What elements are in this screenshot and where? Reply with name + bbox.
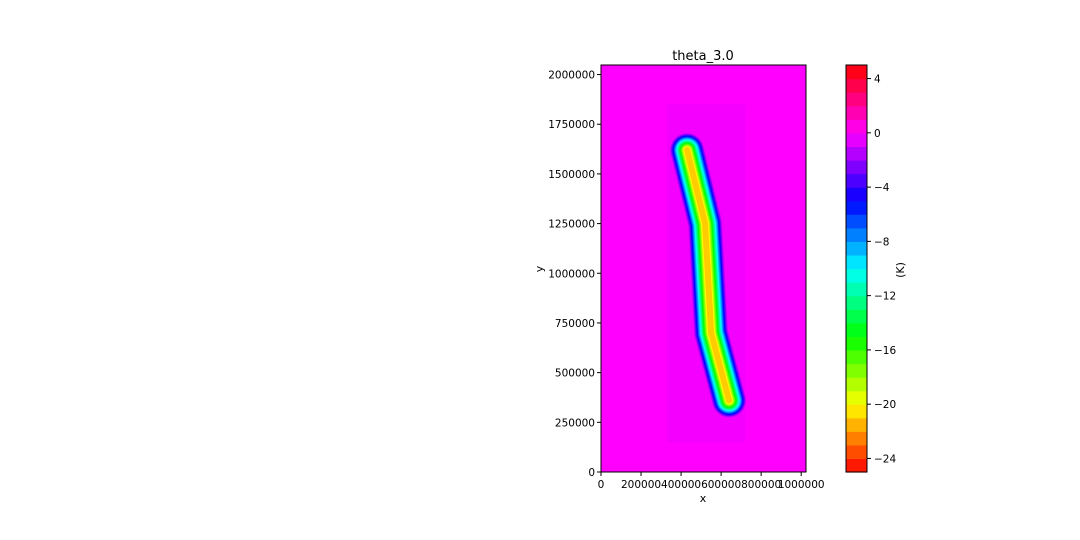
colorbar-band	[846, 309, 867, 324]
colorbar: 4 0 −4 −8 −12 −16 −20 −24 (K)	[845, 64, 907, 473]
colorbar-band	[846, 336, 867, 351]
colorbar-band	[846, 349, 867, 365]
chart-title: theta_3.0	[672, 49, 734, 64]
colorbar-band	[846, 295, 867, 310]
colorbar-band	[846, 214, 867, 229]
colorbar-label: (K)	[894, 262, 907, 278]
x-tick-label: 800000	[741, 479, 781, 491]
colorbar-band	[846, 363, 867, 378]
y-tick-label: 1250000	[548, 219, 595, 231]
colorbar-frame	[845, 64, 868, 473]
colorbar-band	[846, 200, 867, 215]
plot-frame	[600, 64, 807, 473]
colorbar-tick-label: −24	[874, 453, 896, 465]
colorbar-band	[846, 390, 867, 405]
y-tick-label: 2000000	[548, 70, 595, 82]
colorbar-band	[846, 417, 867, 432]
colorbar-band	[846, 173, 867, 188]
colorbar-band	[846, 444, 867, 460]
colorbar-band	[846, 146, 867, 161]
colorbar-tick-label: −16	[874, 345, 896, 357]
colorbar-band	[846, 322, 867, 337]
colorbar-band	[846, 458, 867, 473]
colorbar-band	[846, 78, 867, 93]
colorbar-band	[846, 119, 867, 134]
y-tick-label: 1000000	[548, 268, 595, 280]
colorbar-band	[846, 187, 867, 202]
y-tick-label: 500000	[555, 368, 595, 380]
colorbar-band	[846, 268, 867, 283]
y-axis: 0 250000 500000 750000 1000000 1250000 1500000…	[548, 70, 601, 479]
colorbar-tick-label: −4	[874, 182, 890, 194]
colorbar-band	[846, 159, 867, 175]
colorbar-band	[846, 404, 867, 419]
colorbar-band	[846, 241, 867, 256]
colorbar-band	[846, 227, 867, 242]
y-tick-label: 0	[588, 467, 595, 479]
y-tick-label: 750000	[555, 318, 595, 330]
colorbar-tick-label: −12	[874, 291, 896, 303]
colorbar-band	[846, 254, 867, 270]
colorbar-band	[846, 377, 867, 392]
plot-area	[600, 64, 807, 473]
y-tick-label: 250000	[555, 417, 595, 429]
x-tick-label: 1000000	[778, 479, 825, 491]
colorbar-band	[846, 105, 867, 120]
colorbar-band	[846, 132, 867, 147]
x-tick-label: 600000	[701, 479, 741, 491]
contour-band	[684, 147, 733, 404]
colorbar-tick-label: −20	[874, 399, 896, 411]
x-tick-label: 400000	[661, 479, 701, 491]
colorbar-band	[846, 65, 867, 80]
colorbar-band	[846, 431, 867, 446]
x-tick-label: 0	[598, 479, 605, 491]
x-tick-label: 200000	[621, 479, 661, 491]
colorbar-tick-label: −8	[874, 236, 889, 248]
contour-field	[667, 104, 747, 443]
y-axis-label: y	[533, 265, 546, 272]
y-tick-label: 1500000	[548, 169, 595, 181]
colorbar-bands	[846, 65, 867, 473]
colorbar-tick-label: 4	[874, 74, 881, 86]
colorbar-ticks: 4 0 −4 −8 −12 −16 −20 −24	[867, 74, 896, 465]
x-axis-label: x	[700, 492, 707, 505]
colorbar-band	[846, 282, 867, 297]
y-tick-label: 1750000	[548, 119, 595, 131]
colorbar-tick-label: 0	[874, 128, 881, 140]
colorbar-band	[846, 92, 867, 107]
